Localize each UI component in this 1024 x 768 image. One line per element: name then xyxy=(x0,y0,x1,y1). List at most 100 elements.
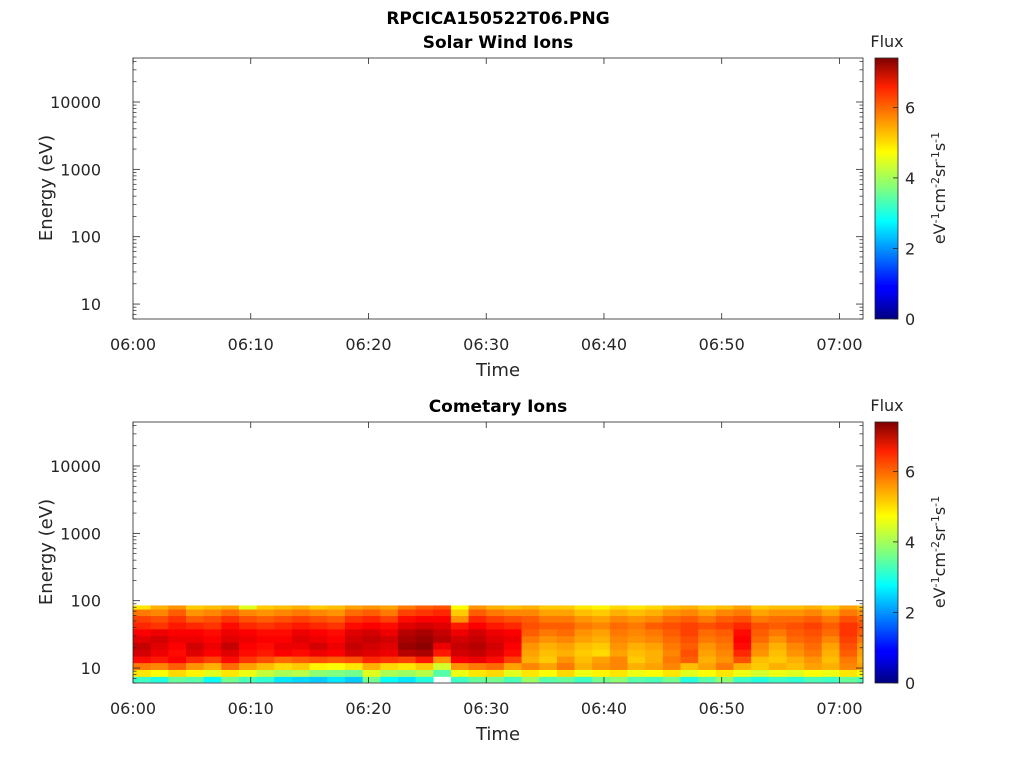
heatmap-cell xyxy=(768,615,787,623)
heatmap-cell xyxy=(804,609,823,617)
heatmap-cell xyxy=(574,642,593,650)
heatmap-cell xyxy=(574,629,593,637)
heatmap-cell xyxy=(468,676,487,683)
heatmap-cell xyxy=(804,635,823,643)
heatmap-cell xyxy=(238,649,258,657)
heatmap-cell xyxy=(503,669,522,677)
heatmap-cell xyxy=(857,669,864,677)
heatmap-cell xyxy=(680,635,699,643)
heatmap-cell xyxy=(539,622,558,630)
heatmap-cell xyxy=(662,676,681,683)
heatmap-cell xyxy=(786,605,805,610)
heatmap-cell xyxy=(715,669,734,677)
heatmap-cell xyxy=(327,642,346,650)
heatmap-cell xyxy=(327,615,346,623)
heatmap-cell xyxy=(309,605,328,610)
heatmap-cell xyxy=(539,615,558,623)
heatmap-cell xyxy=(715,609,734,617)
heatmap-cell xyxy=(362,635,381,643)
x-tick-label: 06:20 xyxy=(345,335,391,354)
heatmap-cell xyxy=(680,605,699,610)
heatmap-cell xyxy=(539,669,558,677)
heatmap-cell xyxy=(539,676,558,683)
heatmap-cell xyxy=(291,615,311,623)
heatmap-cell xyxy=(680,662,699,670)
heatmap-cell xyxy=(380,629,399,637)
heatmap-cell xyxy=(450,676,469,683)
heatmap-cell xyxy=(768,676,787,683)
heatmap-cell xyxy=(203,622,222,630)
heatmap-cell xyxy=(274,622,293,630)
x-tick-label: 06:20 xyxy=(345,699,391,718)
heatmap-cell xyxy=(786,609,805,617)
heatmap-cell xyxy=(521,676,540,683)
heatmap-cell xyxy=(433,622,452,630)
heatmap-cell xyxy=(291,642,311,650)
heatmap-cell xyxy=(503,662,522,670)
heatmap-cell xyxy=(821,622,840,630)
heatmap-cell xyxy=(556,615,575,623)
x-axis-label: Time xyxy=(475,724,520,745)
heatmap-cell xyxy=(574,635,593,643)
heatmap-cell xyxy=(592,629,611,637)
heatmap-cell xyxy=(751,676,770,683)
heatmap-cell xyxy=(327,622,346,630)
heatmap-cell xyxy=(344,605,363,610)
heatmap-cell xyxy=(821,649,840,657)
heatmap-cell xyxy=(821,635,840,643)
heatmap-cell xyxy=(468,615,487,623)
heatmap-cell xyxy=(327,629,346,637)
heatmap-cell xyxy=(698,662,717,670)
heatmap-cell xyxy=(609,662,628,670)
heatmap-cell xyxy=(592,622,611,630)
heatmap-cell xyxy=(450,642,469,650)
heatmap-cell xyxy=(609,605,628,610)
heatmap-cell xyxy=(733,642,752,650)
heatmap-cell xyxy=(786,615,805,623)
heatmap-cell xyxy=(662,662,681,670)
heatmap-cell xyxy=(592,605,611,610)
heatmap-cell xyxy=(539,635,558,643)
heatmap-cell xyxy=(821,629,840,637)
heatmap-cell xyxy=(715,642,734,650)
heatmap-cell xyxy=(521,649,540,657)
heatmap-cell xyxy=(415,676,434,683)
heatmap-cell xyxy=(203,656,222,664)
heatmap-cell xyxy=(715,605,734,610)
heatmap-cell xyxy=(609,609,628,617)
heatmap-cell xyxy=(821,676,840,683)
heatmap-cell xyxy=(539,642,558,650)
colorbar-tick-label: 4 xyxy=(905,169,915,188)
heatmap-cell xyxy=(309,642,328,650)
heatmap-cell xyxy=(168,605,187,610)
heatmap-cell xyxy=(203,629,222,637)
heatmap-cell xyxy=(221,629,240,637)
heatmap-cell xyxy=(751,669,770,677)
heatmap-cell xyxy=(256,642,275,650)
heatmap-cell xyxy=(433,649,452,657)
heatmap-cell xyxy=(362,669,381,677)
heatmap-cell xyxy=(662,642,681,650)
heatmap-cell xyxy=(468,669,487,677)
heatmap-cell xyxy=(221,642,240,650)
heatmap-cell xyxy=(238,635,258,643)
x-tick-label: 06:10 xyxy=(228,699,274,718)
x-tick-label: 06:00 xyxy=(110,699,156,718)
x-axis-label: Time xyxy=(475,360,520,381)
x-tick-label: 07:00 xyxy=(816,335,862,354)
heatmap-cell xyxy=(185,662,205,670)
heatmap-cell xyxy=(397,669,416,677)
heatmap-cell xyxy=(327,662,346,670)
heatmap-cell xyxy=(362,609,381,617)
heatmap-cell xyxy=(238,676,258,683)
heatmap-cell xyxy=(380,622,399,630)
heatmap-cell xyxy=(609,676,628,683)
heatmap-cell xyxy=(662,656,681,664)
heatmap-cell xyxy=(627,649,646,657)
heatmap-cell xyxy=(680,642,699,650)
heatmap-cell xyxy=(627,662,646,670)
heatmap-cell xyxy=(362,615,381,623)
heatmap-cell xyxy=(574,669,593,677)
heatmap-cell xyxy=(468,649,487,657)
heatmap-cell xyxy=(150,676,169,683)
